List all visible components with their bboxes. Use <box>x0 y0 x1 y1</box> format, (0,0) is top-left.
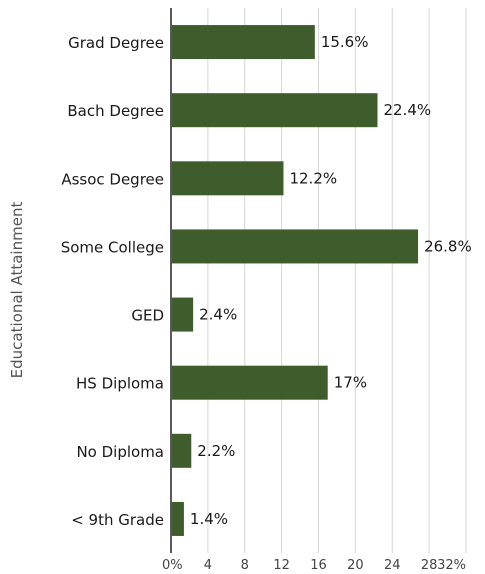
x-tick-label: 12 <box>273 558 290 573</box>
category-label: Some College <box>61 238 164 256</box>
value-labels: 15.6% 22.4% 12.2% 26.8% 2.4% 17% 2.2% 1.4% <box>190 33 472 528</box>
grid-lines <box>207 8 467 553</box>
x-tick-labels: 0% 4 8 12 16 20 24 28 32% <box>162 558 466 573</box>
x-tick-label: 8 <box>241 558 249 573</box>
data-label: 1.4% <box>190 510 228 528</box>
x-tick-label: 20 <box>347 558 364 573</box>
bar <box>172 297 194 332</box>
bars <box>172 25 419 536</box>
x-tick-label: 28 <box>421 558 438 573</box>
category-label: Grad Degree <box>68 34 164 52</box>
data-label: 15.6% <box>321 33 369 51</box>
category-label: Bach Degree <box>67 102 164 120</box>
x-tick-label: 24 <box>384 558 401 573</box>
bar <box>172 433 192 468</box>
x-tick-label: 32% <box>437 558 466 573</box>
bar <box>172 161 284 196</box>
x-tick-label: 0% <box>162 558 183 573</box>
category-label: No Diploma <box>76 443 164 461</box>
bar <box>172 93 378 128</box>
category-label: GED <box>131 307 164 325</box>
category-labels: Grad Degree Bach Degree Assoc Degree Some C… <box>61 34 164 529</box>
data-label: 17% <box>334 374 367 392</box>
bar <box>172 25 315 60</box>
data-label: 22.4% <box>384 101 432 119</box>
bar <box>172 501 184 536</box>
data-label: 2.4% <box>199 306 237 324</box>
category-label: Assoc Degree <box>61 170 164 188</box>
bar <box>172 365 328 400</box>
bar <box>172 229 419 264</box>
data-label: 2.2% <box>197 442 235 460</box>
x-tick-label: 4 <box>204 558 212 573</box>
y-axis-title: Educational Attainment <box>8 202 26 379</box>
x-tick-label: 16 <box>310 558 327 573</box>
data-label: 12.2% <box>289 169 337 187</box>
category-label: < 9th Grade <box>71 511 164 529</box>
data-label: 26.8% <box>424 237 472 255</box>
category-label: HS Diploma <box>76 375 164 393</box>
